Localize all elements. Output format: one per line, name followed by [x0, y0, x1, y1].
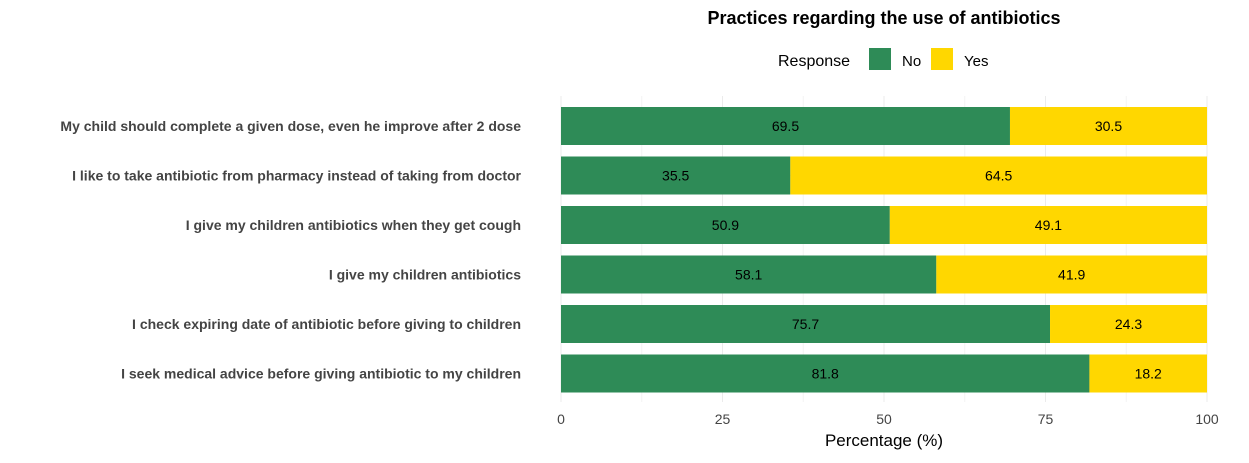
category-label: I check expiring date of antibiotic befo… — [132, 316, 521, 332]
bar-value-label: 18.2 — [1135, 366, 1162, 382]
x-tick-label: 0 — [557, 411, 565, 427]
bar-yes-0 — [1009, 107, 1207, 145]
x-axis-title: Percentage (%) — [825, 431, 943, 450]
bar-value-label: 30.5 — [1095, 118, 1122, 134]
bar-no-1 — [561, 156, 791, 195]
bar-no-2 — [561, 206, 890, 244]
category-label: My child should complete a given dose, e… — [60, 118, 521, 134]
bar-value-label: 35.5 — [662, 168, 689, 184]
bar-yes-5 — [1089, 354, 1207, 393]
bar-no-0 — [561, 107, 1010, 145]
bar-yes-2 — [889, 206, 1207, 244]
x-tick-label: 75 — [1038, 411, 1054, 427]
bar-value-label: 49.1 — [1035, 217, 1062, 233]
legend: Response No Yes — [778, 48, 988, 70]
x-tick-label: 50 — [876, 411, 892, 427]
bar-yes-4 — [1050, 305, 1207, 343]
bar-value-label: 69.5 — [772, 118, 799, 134]
bar-value-label: 50.9 — [712, 217, 739, 233]
bar-yes-3 — [936, 255, 1207, 294]
legend-items: No Yes — [869, 48, 988, 70]
bar-no-5 — [561, 354, 1090, 393]
bars — [561, 107, 1207, 393]
x-tick-label: 100 — [1195, 411, 1219, 427]
legend-label-yes: Yes — [964, 53, 988, 70]
category-label: I like to take antibiotic from pharmacy … — [72, 168, 521, 184]
category-labels: My child should complete a given dose, e… — [60, 118, 521, 382]
category-label: I give my children antibiotics — [329, 267, 521, 283]
bar-labels: 69.5 30.5 35.5 64.5 50.9 49.1 58.1 41.9 75.7 24.3… — [662, 118, 1162, 382]
bar-value-label: 41.9 — [1058, 267, 1085, 283]
legend-title: Response — [778, 53, 850, 70]
bar-no-4 — [561, 305, 1051, 343]
category-label: I give my children antibiotics when they… — [186, 217, 521, 233]
x-tick-labels: 0 25 50 75 100 — [557, 411, 1219, 427]
bar-value-label: 58.1 — [735, 267, 762, 283]
bar-value-label: 81.8 — [812, 366, 839, 382]
chart-title: Practices regarding the use of antibioti… — [707, 8, 1060, 28]
x-tick-label: 25 — [715, 411, 731, 427]
bar-value-label: 64.5 — [985, 168, 1012, 184]
legend-label-no: No — [902, 53, 921, 70]
legend-swatch-no — [869, 48, 891, 70]
bar-no-3 — [561, 255, 937, 294]
bar-value-label: 75.7 — [792, 316, 819, 332]
bar-value-label: 24.3 — [1115, 316, 1142, 332]
category-label: I seek medical advice before giving anti… — [121, 366, 521, 382]
legend-swatch-yes — [931, 48, 953, 70]
bar-yes-1 — [790, 156, 1207, 195]
